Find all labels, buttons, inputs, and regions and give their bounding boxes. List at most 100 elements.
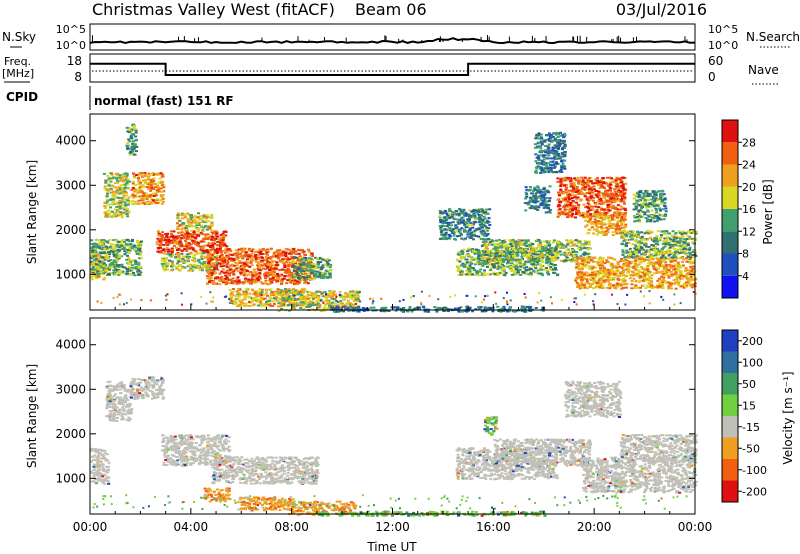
heatmap-cell (243, 297, 247, 300)
heatmap-cell (96, 275, 100, 278)
heatmap-cell (547, 191, 551, 194)
heatmap-cell (195, 224, 199, 227)
heatmap-cell (92, 254, 96, 257)
heatmap-cell (114, 250, 118, 253)
heatmap-cell (92, 248, 96, 250)
heatmap-cell (237, 248, 241, 251)
heatmap-cell (543, 191, 547, 194)
heatmap-cell (262, 293, 266, 296)
heatmap-cell (186, 247, 189, 250)
noise-left-label: N.Sky (2, 30, 36, 44)
heatmap-cell (528, 260, 532, 262)
heatmap-cell (283, 275, 287, 277)
heatmap-cell (587, 247, 591, 250)
heatmap-cell (472, 238, 475, 241)
heatmap-cell (495, 258, 498, 261)
heatmap-cell (101, 240, 105, 243)
heatmap-cell (439, 227, 443, 230)
heatmap-cell (487, 242, 491, 245)
heatmap-cell (234, 254, 237, 257)
heatmap-cell (162, 264, 166, 267)
heatmap-cell (217, 278, 221, 281)
heatmap-cell (212, 253, 215, 256)
heatmap-cell (308, 250, 311, 253)
heatmap-cell (91, 249, 95, 252)
heatmap-cell (134, 195, 138, 198)
heatmap-cell (110, 197, 114, 200)
heatmap-cell (173, 241, 176, 244)
heatmap-cell (492, 266, 496, 269)
heatmap-cell (94, 268, 97, 271)
heatmap-cell (232, 288, 235, 290)
heatmap-cell (157, 186, 160, 189)
heatmap-cell (101, 261, 105, 264)
heatmap-cell (256, 267, 260, 270)
heatmap-cell (118, 269, 121, 272)
heatmap-cell (318, 290, 322, 293)
heatmap-cell (91, 261, 95, 264)
heatmap-cell (462, 219, 466, 222)
heatmap-cell (321, 291, 325, 294)
heatmap-cell (207, 253, 210, 256)
heatmap-cell (461, 255, 465, 258)
heatmap-cell (158, 245, 162, 248)
heatmap-cell (343, 295, 347, 298)
heatmap-cell (285, 270, 289, 273)
heatmap-cell (268, 282, 272, 285)
heatmap-cell (305, 306, 309, 308)
heatmap-cell (173, 238, 177, 241)
heatmap-cell (112, 265, 116, 268)
heatmap-cell (254, 272, 258, 275)
heatmap-cell (247, 278, 251, 281)
heatmap-cell (135, 138, 139, 141)
heatmap-cell (468, 270, 472, 273)
heatmap-cell (296, 264, 300, 267)
heatmap-cell (252, 297, 256, 300)
heatmap-cell (177, 253, 181, 256)
heatmap-cell (459, 255, 463, 258)
heatmap-cell (109, 215, 113, 218)
heatmap-cell (224, 274, 228, 277)
heatmap-cell (258, 272, 262, 274)
heatmap-cell (469, 258, 473, 261)
heatmap-cell (149, 180, 153, 183)
heatmap-cell (310, 271, 314, 274)
heatmap-cell (439, 220, 443, 223)
heatmap-cell (163, 257, 167, 260)
heatmap-cell (175, 266, 179, 268)
heatmap-cell (526, 256, 529, 259)
heatmap-cell (147, 185, 151, 188)
heatmap-cell (138, 202, 142, 205)
frequency-panel-frame (89, 53, 696, 83)
heatmap-cell (187, 234, 191, 237)
heatmap-cell (549, 252, 553, 255)
heatmap-cell (117, 250, 121, 253)
heatmap-cell (524, 240, 528, 243)
heatmap-cell (284, 253, 288, 255)
heatmap-cell (140, 189, 144, 192)
heatmap-cell (121, 174, 125, 177)
heatmap-cell (203, 215, 207, 218)
heatmap-cell (540, 198, 544, 201)
heatmap-cell (211, 232, 215, 235)
heatmap-cell (555, 161, 558, 164)
heatmap-cell (470, 248, 474, 251)
heatmap-cell (277, 305, 280, 308)
heatmap-cell (221, 232, 225, 235)
heatmap-cell (122, 188, 126, 191)
heatmap-cell (448, 221, 452, 224)
heatmap-cell (487, 260, 490, 263)
heatmap-cell (119, 204, 122, 207)
heatmap-cell (518, 248, 522, 250)
heatmap-cell (162, 267, 166, 269)
heatmap-cell (485, 254, 489, 256)
heatmap-cell (460, 209, 464, 212)
heatmap-cell (474, 273, 478, 276)
heatmap-cell (493, 273, 497, 276)
heatmap-cell (323, 304, 327, 307)
heatmap-cell (569, 252, 573, 254)
heatmap-cell (321, 258, 325, 261)
heatmap-cell (302, 261, 306, 264)
heatmap-cell (239, 301, 243, 304)
heatmap-cell (491, 273, 495, 275)
